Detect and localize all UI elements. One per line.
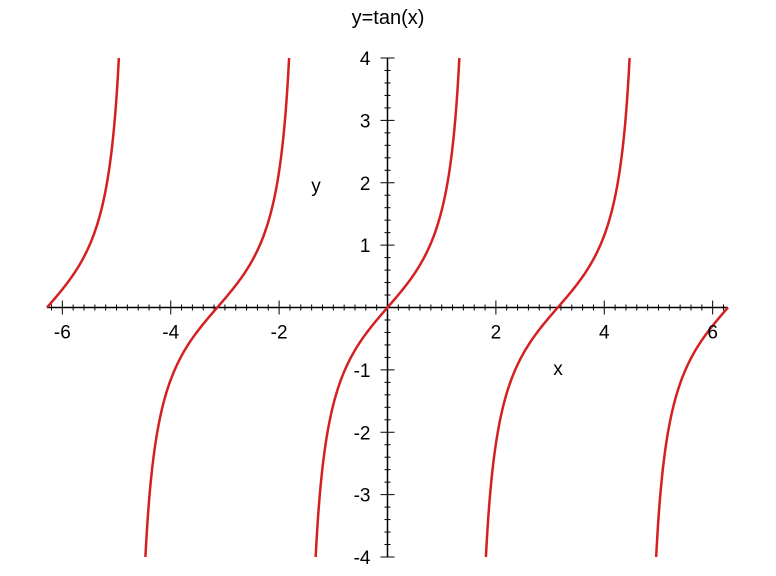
y-axis-label: y — [311, 176, 321, 197]
tick-labels: -6 -4 -2 2 4 6 -4 -3 -2 -1 1 2 3 4 — [54, 49, 718, 569]
x-tick-label: -6 — [54, 323, 71, 344]
chart-title: y=tan(x) — [352, 7, 425, 29]
y-tick-label: -3 — [354, 486, 371, 507]
y-tick-label: -1 — [354, 361, 371, 382]
x-tick-label: 4 — [599, 323, 610, 344]
plot-lines — [46, 57, 729, 558]
x-tick-label: 6 — [707, 323, 718, 344]
y-tick-label: 3 — [360, 111, 371, 132]
y-tick-label: 2 — [360, 174, 371, 195]
tan-branch-line — [654, 306, 729, 558]
x-axis-label: x — [553, 359, 563, 380]
y-tick-label: 4 — [360, 49, 371, 70]
y-tick-label: -2 — [354, 423, 371, 444]
x-tick-label: 2 — [491, 323, 502, 344]
tan-branch-line — [144, 57, 291, 558]
x-tick-label: -4 — [162, 323, 179, 344]
y-tick-label: -4 — [354, 548, 371, 569]
y-tick-label: 1 — [360, 236, 371, 257]
tan-branch-line — [484, 57, 631, 558]
tan-branch-line — [314, 57, 461, 558]
tan-branch-line — [46, 57, 121, 309]
x-tick-label: -2 — [271, 323, 288, 344]
